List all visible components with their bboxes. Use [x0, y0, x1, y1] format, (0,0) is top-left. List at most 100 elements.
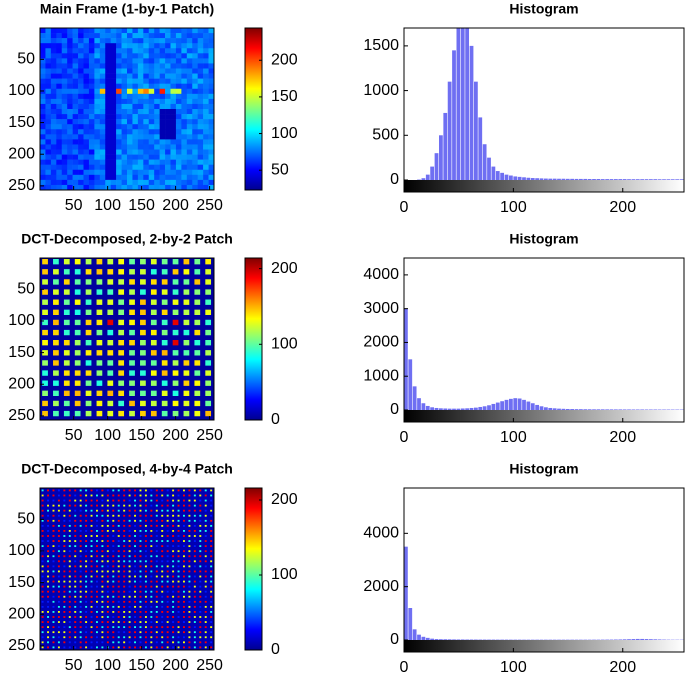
pixel	[192, 43, 198, 49]
pixel	[85, 626, 88, 629]
y-tick-label: 50	[17, 51, 35, 68]
pixel	[143, 114, 150, 120]
pixel	[186, 98, 193, 105]
pixel	[47, 524, 49, 527]
pixel	[116, 124, 122, 130]
pixel	[67, 179, 73, 186]
histogram-bar	[439, 135, 443, 180]
pixel	[188, 605, 191, 608]
histogram-bar	[653, 179, 658, 180]
pixel	[52, 575, 55, 578]
pixel	[101, 575, 104, 578]
pixel	[67, 83, 73, 90]
pixel	[170, 88, 177, 95]
pixel	[118, 319, 125, 326]
pixel	[186, 93, 193, 100]
pixel	[52, 545, 55, 548]
pixel	[117, 585, 120, 588]
pixel	[56, 134, 63, 140]
pixel	[204, 524, 207, 527]
pixel	[154, 63, 160, 69]
pixel	[90, 605, 93, 608]
pixel	[96, 494, 98, 497]
pixel	[155, 575, 158, 578]
pixel	[129, 299, 135, 305]
pixel	[57, 545, 60, 548]
pixel	[132, 144, 139, 150]
pixel	[50, 43, 57, 49]
pixel	[192, 48, 198, 54]
pixel	[208, 159, 215, 165]
pixel	[140, 329, 146, 336]
pixel	[128, 641, 131, 644]
pixel	[42, 269, 48, 275]
pixel	[127, 119, 133, 125]
pixel	[40, 103, 46, 110]
histogram-bar	[491, 166, 496, 180]
pixel	[99, 109, 106, 115]
pixel	[72, 63, 79, 69]
pixel	[204, 611, 207, 613]
pixel	[192, 144, 198, 150]
pixel	[68, 595, 71, 598]
pixel	[144, 499, 147, 502]
pixel	[107, 279, 114, 285]
pixel	[134, 631, 136, 634]
pixel	[154, 179, 160, 186]
pixel	[144, 636, 147, 639]
pixel	[117, 499, 120, 502]
pixel	[79, 595, 82, 598]
pixel	[101, 590, 104, 593]
panel-title: Histogram	[509, 1, 578, 17]
pixel	[68, 494, 71, 497]
pixel	[197, 184, 204, 191]
pixel	[143, 103, 150, 110]
pixel	[78, 93, 84, 100]
pixel	[199, 611, 202, 613]
pixel	[183, 504, 185, 507]
pixel	[90, 646, 93, 649]
pixel	[208, 154, 215, 160]
pixel	[105, 174, 111, 181]
pixel	[193, 605, 196, 608]
pixel	[165, 83, 171, 90]
pixel	[72, 154, 79, 160]
pixel	[144, 585, 147, 588]
pixel	[194, 340, 201, 346]
pixel	[134, 489, 136, 492]
pixel	[150, 390, 157, 396]
pixel	[117, 494, 120, 497]
pixel	[166, 616, 169, 618]
pixel	[204, 631, 207, 634]
pixel	[68, 590, 71, 593]
pixel	[123, 616, 126, 618]
pixel	[170, 109, 177, 115]
pixel	[204, 621, 207, 623]
image	[40, 28, 215, 191]
pixel	[155, 590, 158, 593]
pixel	[137, 114, 144, 120]
pixel	[53, 279, 59, 285]
pixel	[127, 28, 133, 34]
pixel	[94, 53, 101, 59]
pixel	[74, 504, 77, 507]
pixel	[79, 519, 82, 522]
pixel	[161, 636, 164, 639]
pixel	[128, 580, 131, 583]
pixel	[144, 560, 147, 563]
pixel	[208, 139, 215, 145]
pixel	[96, 530, 98, 532]
histogram-bar	[557, 178, 561, 180]
pixel	[50, 109, 57, 115]
pixel	[161, 535, 164, 537]
bars	[404, 546, 684, 640]
pixel	[90, 570, 93, 573]
pixel	[105, 68, 111, 74]
pixel	[57, 509, 60, 512]
pixel	[105, 134, 111, 140]
pixel	[186, 174, 193, 181]
pixel	[85, 646, 88, 649]
pixel	[90, 616, 93, 618]
x-tick-label: 250	[196, 657, 223, 674]
pixel	[128, 560, 131, 563]
